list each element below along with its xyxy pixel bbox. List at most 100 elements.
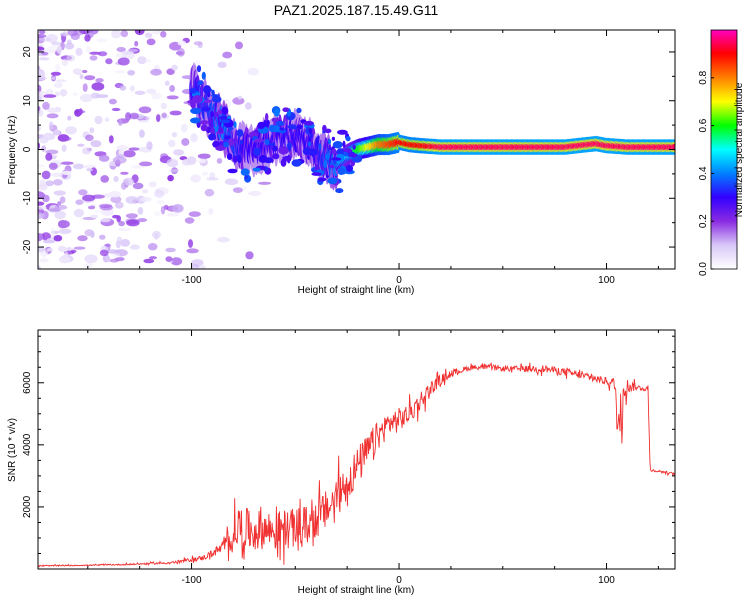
noise-blob (165, 247, 176, 253)
noise-blob (114, 257, 125, 262)
noise-blob (177, 47, 185, 57)
noise-blob (166, 158, 179, 168)
ridge-blob (240, 168, 250, 176)
ridge-blob (297, 124, 303, 130)
ridge-blob (324, 128, 332, 134)
noise-blob (128, 147, 140, 151)
spectrogram-y-tick-label: 20 (22, 46, 33, 58)
snr-series-line (38, 362, 675, 568)
noise-blob (130, 244, 140, 250)
noise-blob (169, 169, 180, 173)
noise-blob (53, 82, 63, 88)
spectrogram-x-tick-label: -100 (182, 275, 202, 286)
noise-blob (235, 41, 243, 50)
noise-blob (247, 67, 259, 76)
ridge-blob (212, 140, 221, 148)
spectrogram-xlabel: Height of straight line (km) (298, 285, 415, 296)
noise-blob (89, 51, 101, 55)
colorbar-tick-label: 0.4 (698, 166, 709, 180)
noise-blob (170, 257, 183, 266)
ridge-blob (325, 175, 329, 178)
noise-blob (117, 57, 130, 66)
noise-blob (137, 207, 144, 215)
noise-blob (149, 256, 157, 260)
spectrogram-x-tick-label: 0 (396, 275, 402, 286)
ridge-blob (253, 138, 264, 143)
noise-blob (38, 46, 45, 52)
ridge-blob (272, 145, 278, 152)
ridge-blob (309, 132, 313, 140)
noise-blob (70, 249, 77, 253)
noise-blob (166, 95, 179, 100)
ridge-blob (220, 119, 231, 124)
snr-frame (38, 330, 675, 569)
noise-blob (191, 264, 200, 269)
noise-blob (75, 47, 83, 56)
snr-panel: -100 0 100 2000 4000 6000 Height of straight … (7, 329, 676, 596)
ridge-blob (329, 164, 335, 169)
spectrogram-y-tick-label: -10 (22, 191, 33, 206)
noise-blob (75, 199, 84, 205)
noise-blob (245, 251, 254, 260)
noise-blob (105, 58, 113, 65)
ridge-blob (303, 120, 315, 126)
noise-blob (94, 115, 103, 125)
ridge-blob (337, 129, 348, 135)
colorbar-bar (710, 29, 738, 270)
noise-blob (160, 31, 167, 38)
noise-blob (45, 152, 53, 161)
ridge-blob (345, 164, 354, 172)
colorbar-tick-label: 0.6 (698, 118, 709, 132)
noise-blob (120, 182, 127, 190)
ridge-blob (331, 136, 335, 141)
ridge-blob (307, 141, 312, 147)
noise-blob (197, 42, 203, 49)
noise-blob (38, 34, 47, 38)
noise-blob (86, 168, 93, 172)
noise-blob (90, 140, 102, 148)
noise-blob (62, 31, 68, 37)
noise-blob (125, 112, 132, 121)
noise-blob (119, 85, 127, 91)
noise-blob (148, 181, 157, 188)
ridge-blob (335, 188, 344, 194)
ridge-blob (221, 106, 229, 115)
noise-blob (142, 189, 149, 194)
noise-blob (217, 61, 227, 68)
noise-blob (82, 147, 91, 155)
spectrogram-y-tick-label: 0 (22, 146, 33, 152)
noise-blob (82, 83, 88, 92)
noise-blob (78, 189, 88, 196)
noise-blob (38, 164, 45, 168)
noise-blob (51, 41, 61, 46)
noise-blob (54, 91, 61, 97)
ridge-blob (342, 140, 346, 148)
snr-y-tick-label: 6000 (22, 371, 33, 394)
noise-blob (108, 98, 117, 105)
figure-title: PAZ1.2025.187.15.49.G11 (274, 2, 439, 18)
noise-blob (146, 38, 156, 46)
noise-blob (113, 175, 119, 183)
snr-x-tick-label: 0 (396, 575, 402, 586)
noise-blob (115, 201, 124, 209)
ridge-blob (202, 99, 213, 103)
ridge-blob (233, 121, 237, 128)
noise-blob (66, 39, 72, 45)
snr-y-tick-label: 4000 (22, 433, 33, 456)
noise-blob (96, 38, 108, 43)
noise-blob (53, 179, 63, 186)
noise-blob (73, 208, 84, 218)
ridge-blob (352, 144, 356, 150)
noise-blob (190, 174, 201, 183)
noise-blob (87, 205, 96, 210)
noise-blob (112, 156, 127, 164)
noise-blob (42, 239, 56, 244)
noise-blob (54, 204, 68, 210)
noise-blob (53, 190, 66, 196)
noise-blob (38, 265, 41, 269)
ridge-blob (268, 124, 276, 133)
noise-blob (137, 56, 147, 65)
noise-blob (181, 138, 190, 146)
noise-blob (160, 102, 168, 110)
noise-blob (199, 264, 206, 269)
